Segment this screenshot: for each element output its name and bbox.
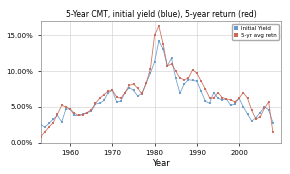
Title: 5-Year CMT, initial yield (blue), 5-year return (red): 5-Year CMT, initial yield (blue), 5-year… <box>66 10 256 19</box>
Legend: Initial Yield, 5-yr avg retn: Initial Yield, 5-yr avg retn <box>232 24 278 40</box>
Y-axis label: Yield: Yield <box>0 72 3 92</box>
X-axis label: Year: Year <box>152 159 170 168</box>
